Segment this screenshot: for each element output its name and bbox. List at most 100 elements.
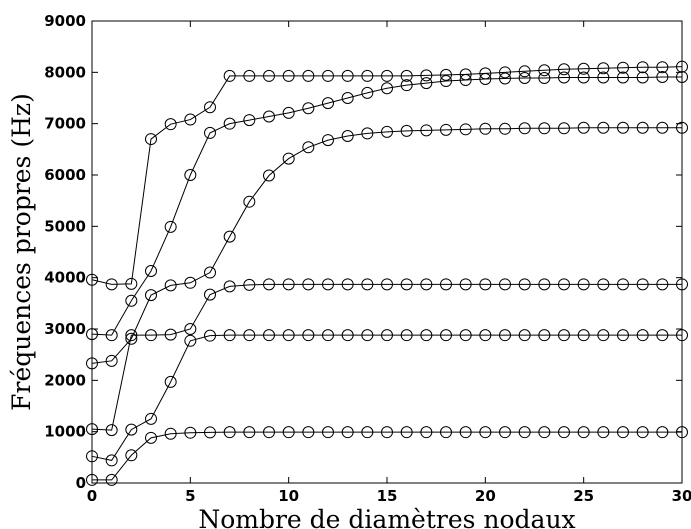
series-2-point-0 [86, 450, 98, 463]
series-1-point-9 [263, 426, 275, 439]
series-1-point-8 [243, 426, 256, 439]
series-5-point-18 [440, 75, 452, 88]
x-tick-label-5: 25 [573, 487, 594, 505]
series-4-point-6 [204, 266, 216, 279]
series-6-point-27 [617, 61, 629, 74]
series-6-point-21 [499, 66, 511, 79]
x-tick-label-4: 20 [475, 487, 496, 505]
series-4-point-3 [145, 289, 157, 302]
series-1-point-5 [184, 426, 197, 439]
series-4-point-10 [282, 152, 295, 165]
series-3-point-6 [204, 288, 216, 301]
y-tick-label-5: 5000 [44, 217, 86, 235]
series-4-point-17 [420, 124, 433, 137]
series-6-point-0 [86, 273, 98, 286]
series-4-point-1 [105, 354, 118, 367]
series-6-point-13 [341, 69, 354, 82]
series-3-point-25 [577, 278, 590, 291]
series-2-point-9 [263, 329, 275, 342]
series-5-point-9 [263, 110, 275, 123]
series-3-point-1 [105, 424, 118, 437]
series-1-point-7 [223, 426, 236, 439]
y-tick-label-0: 0 [76, 474, 86, 492]
series-5-point-17 [420, 77, 433, 90]
series-6-point-16 [400, 69, 413, 82]
series-group [86, 60, 688, 486]
series-3-point-0 [86, 423, 98, 436]
series-4-point-29 [656, 121, 669, 134]
series-3-point-22 [518, 278, 531, 291]
series-6-point-18 [440, 68, 452, 81]
x-tick-label-6: 30 [672, 487, 691, 505]
series-5-point-16 [400, 79, 413, 92]
series-5 [86, 70, 688, 342]
series-2-point-4 [164, 375, 177, 388]
y-tick-label-2: 2000 [44, 371, 86, 389]
series-3-point-29 [656, 278, 669, 291]
y-tick-label-6: 6000 [44, 166, 86, 184]
x-tick-label-2: 10 [278, 487, 299, 505]
y-tick-label-3: 3000 [44, 320, 86, 338]
series-3-point-10 [282, 278, 295, 291]
y-tick-label-8: 8000 [44, 63, 86, 81]
series-5-point-12 [322, 97, 334, 110]
series-3-point-11 [302, 278, 315, 291]
series-4-point-14 [361, 127, 374, 140]
series-5-point-27 [617, 71, 629, 84]
series-1 [86, 426, 688, 486]
series-2-point-24 [558, 329, 570, 342]
series-2-point-19 [459, 329, 472, 342]
series-6 [86, 60, 688, 291]
series-4-point-20 [479, 122, 492, 135]
series-2-point-23 [538, 329, 551, 342]
series-1-line [92, 431, 682, 481]
series-1-point-17 [420, 426, 433, 439]
series-1-point-26 [597, 426, 610, 439]
series-5-point-2 [125, 294, 138, 307]
series-4-point-21 [499, 122, 511, 135]
series-2-point-21 [499, 329, 511, 342]
series-6-point-24 [558, 63, 570, 76]
series-1-point-0 [86, 473, 98, 486]
series-5-point-14 [361, 86, 374, 99]
series-4-point-9 [263, 169, 275, 182]
x-tick-label-0: 0 [87, 487, 97, 505]
series-4-point-4 [164, 279, 177, 292]
series-4-point-2 [125, 332, 138, 345]
series-5-point-30 [676, 70, 688, 83]
series-1-point-12 [322, 426, 334, 439]
series-6-point-25 [577, 62, 590, 75]
series-6-point-19 [459, 68, 472, 81]
series-3-point-4 [164, 328, 177, 341]
series-1-point-25 [577, 426, 590, 439]
series-1-point-3 [145, 431, 157, 444]
y-tick-label-9: 9000 [44, 12, 86, 30]
series-3-point-28 [636, 278, 649, 291]
series-3-point-20 [479, 278, 492, 291]
y-tick-label-4: 4000 [44, 269, 86, 287]
series-6-point-1 [105, 278, 118, 291]
series-2-point-16 [400, 329, 413, 342]
series-6-point-10 [282, 69, 295, 82]
series-1-point-28 [636, 426, 649, 439]
series-2-point-3 [145, 412, 157, 425]
series-5-point-11 [302, 102, 315, 115]
series-4-point-24 [558, 122, 570, 135]
series-5-point-1 [105, 329, 118, 342]
series-3-point-13 [341, 278, 354, 291]
series-3-point-27 [617, 278, 629, 291]
x-axis-title: Nombre de diamètres nodaux [198, 505, 575, 529]
series-2 [86, 329, 688, 467]
series-6-point-3 [145, 133, 157, 146]
series-6-point-28 [636, 61, 649, 74]
series-3-point-5 [184, 323, 197, 335]
series-1-point-24 [558, 426, 570, 439]
series-2-point-20 [479, 329, 492, 342]
series-1-point-16 [400, 426, 413, 439]
series-6-point-26 [597, 62, 610, 75]
series-4 [86, 121, 688, 370]
series-4-point-13 [341, 129, 354, 142]
series-5-point-24 [558, 71, 570, 84]
series-2-point-2 [125, 423, 138, 436]
series-3-point-9 [263, 278, 275, 291]
